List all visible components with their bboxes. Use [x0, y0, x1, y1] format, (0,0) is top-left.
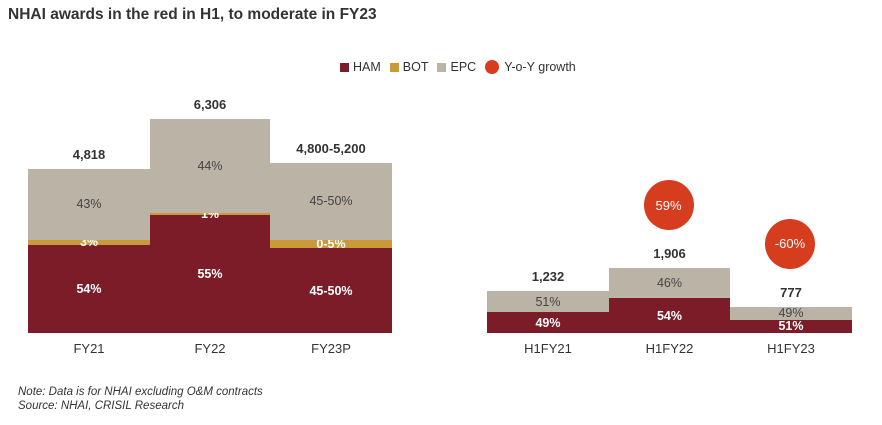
segment-label-ham: 54% — [76, 281, 102, 296]
segment-label-bot: 0-5% — [316, 236, 346, 251]
total-label: 4,818 — [72, 147, 106, 163]
legend-bot: BOT — [389, 60, 429, 74]
bar-segment-epc — [28, 169, 150, 240]
total-label: 1,232 — [531, 269, 565, 285]
segment-label-epc: 45-50% — [309, 194, 353, 209]
bar-segment-ham — [150, 215, 270, 333]
bar-segment-epc — [270, 163, 392, 240]
legend-ham-label: HAM — [353, 60, 381, 74]
segment-label-ham: 45-50% — [309, 283, 353, 298]
category-label: FY22 — [194, 341, 226, 356]
total-label: 4,800-5,200 — [296, 141, 366, 156]
legend-ham-swatch — [340, 62, 349, 72]
segment-label-epc: 46% — [656, 276, 683, 291]
bar-segment-ham — [487, 312, 609, 333]
legend-epc-swatch — [437, 62, 447, 72]
legend-ham: HAM — [340, 60, 381, 74]
segment-label-ham: 55% — [197, 267, 223, 282]
note-text: Note: Data is for NHAI excluding O&M con… — [18, 386, 263, 398]
legend-growth-label: Y-o-Y growth — [504, 60, 576, 74]
legend-epc-label: EPC — [450, 60, 477, 74]
category-label: H1FY23 — [767, 341, 815, 356]
category-label: H1FY21 — [524, 341, 572, 356]
segment-label-ham: 54% — [656, 308, 683, 323]
legend-bot-swatch — [389, 62, 399, 72]
bar-segment-epc — [487, 291, 609, 313]
segment-label-ham: 49% — [535, 315, 561, 330]
category-label: FY21 — [73, 341, 105, 356]
growth-bubble: 59% — [643, 180, 694, 231]
bar-segment-ham — [270, 248, 392, 333]
segment-label-epc: 44% — [197, 158, 223, 173]
total-label: 6,306 — [193, 96, 227, 112]
bar-segment-bot — [150, 212, 270, 216]
total-label: 777 — [780, 284, 802, 300]
bar-segment-epc — [730, 306, 852, 320]
legend-bot-label: BOT — [402, 60, 429, 74]
bar-segment-ham — [28, 244, 150, 333]
segment-label-ham: 51% — [778, 319, 804, 334]
segment-label-epc: 49% — [778, 306, 804, 321]
legend: HAM BOT EPC Y-o-Y growth — [340, 60, 585, 74]
category-label: FY23P — [311, 341, 351, 356]
segment-label-epc: 51% — [535, 294, 561, 309]
growth-bubble: -60% — [765, 218, 815, 269]
legend-growth-dot — [485, 60, 500, 74]
category-label: H1FY22 — [645, 341, 694, 356]
total-label: 1,906 — [653, 246, 686, 262]
bar-segment-epc — [609, 268, 730, 298]
bar-segment-bot — [270, 239, 392, 248]
bar-segment-ham — [609, 298, 730, 333]
bar-segment-ham — [730, 319, 852, 333]
legend-growth: Y-o-Y growth — [485, 60, 576, 74]
bar-segment-bot — [28, 239, 150, 245]
legend-epc: EPC — [437, 60, 476, 74]
bar-segment-epc — [150, 118, 270, 213]
segment-label-epc: 43% — [76, 197, 102, 212]
source-text: Source: NHAI, CRISIL Research — [18, 400, 184, 412]
chart-title: NHAI awards in the red in H1, to moderat… — [8, 6, 377, 23]
